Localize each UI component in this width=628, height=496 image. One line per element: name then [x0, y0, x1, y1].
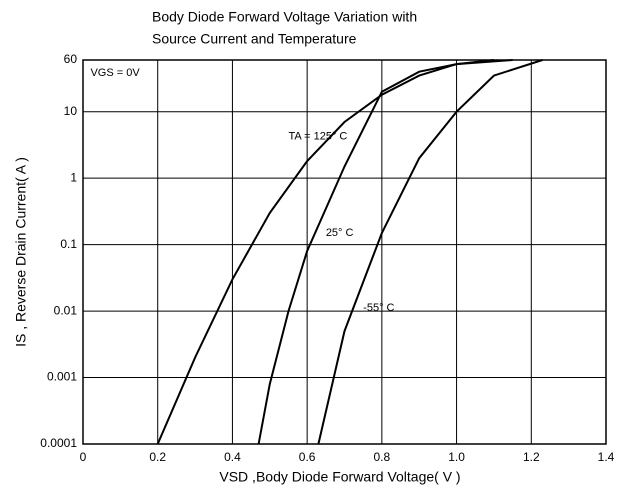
annotation: VGS = 0V: [90, 67, 140, 79]
x-axis-label: VSD ,Body Diode Forward Voltage( V ): [219, 469, 460, 485]
y-tick-label: 10: [64, 104, 78, 118]
series-line: [317, 59, 543, 445]
x-tick-label: 1.2: [523, 450, 540, 464]
plot-frame: [82, 59, 607, 445]
y-tick-label: 0.0001: [40, 436, 77, 450]
y-tick-label: 0.1: [60, 237, 77, 251]
x-tick-label: 1.0: [448, 450, 465, 464]
series-label: 25° C: [326, 227, 354, 239]
x-tick-label: 0.6: [299, 450, 316, 464]
series-line: [156, 59, 495, 445]
series-label: TA = 125° C: [288, 131, 347, 143]
y-tick-label: 0.01: [54, 303, 78, 317]
y-tick-label: 60: [64, 52, 78, 66]
chart-title: Source Current and Temperature: [152, 31, 357, 47]
y-tick-label: 0.001: [47, 370, 77, 384]
x-tick-label: 0.2: [149, 450, 166, 464]
x-tick-label: 1.4: [598, 450, 615, 464]
series-label: -55° C: [363, 302, 394, 314]
chart-title: Body Diode Forward Voltage Variation wit…: [152, 9, 417, 25]
x-tick-label: 0.8: [374, 450, 391, 464]
y-tick-label: 1: [70, 170, 77, 184]
x-tick-label: 0: [80, 450, 87, 464]
series-line: [257, 59, 513, 445]
y-axis-label: IS , Reverse Drain Current( A ): [13, 157, 29, 347]
x-tick-label: 0.4: [224, 450, 241, 464]
